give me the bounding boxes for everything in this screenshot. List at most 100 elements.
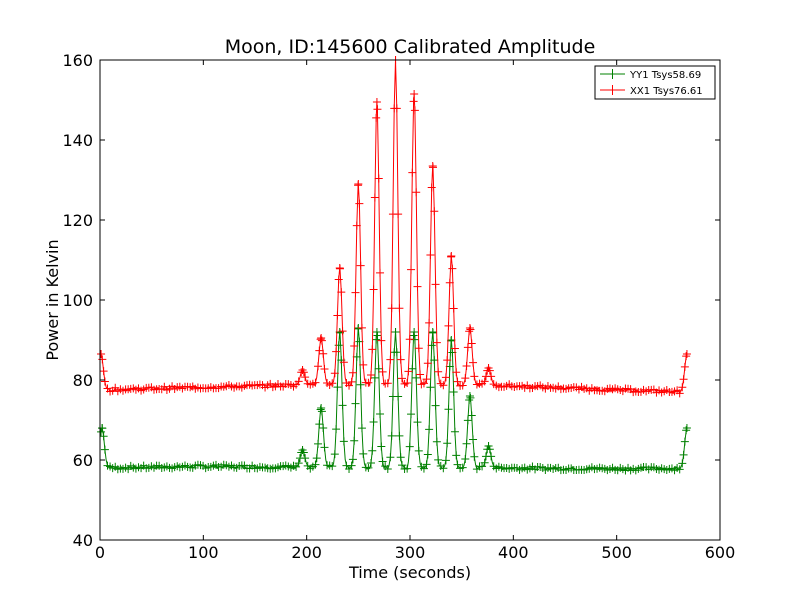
data-point-yy1 bbox=[386, 453, 395, 462]
data-point-yy1 bbox=[466, 393, 475, 402]
data-point-xx1 bbox=[469, 358, 478, 367]
data-point-yy1 bbox=[317, 404, 326, 412]
data-point-yy1 bbox=[376, 410, 385, 419]
data-point-yy1 bbox=[350, 436, 359, 445]
series-layer bbox=[97, 56, 691, 475]
data-point-yy1 bbox=[425, 425, 434, 434]
data-point-xx1 bbox=[466, 325, 475, 334]
data-point-xx1 bbox=[354, 180, 363, 188]
data-point-xx1 bbox=[680, 362, 689, 371]
data-point-yy1 bbox=[347, 461, 356, 470]
y-tick-label-140: 140 bbox=[62, 131, 93, 150]
legend: YY1 Tsys58.69 XX1 Tsys76.61 bbox=[594, 65, 716, 100]
data-point-xx1 bbox=[409, 97, 418, 106]
data-point-xx1 bbox=[682, 350, 691, 358]
data-point-yy1 bbox=[444, 405, 453, 414]
data-point-yy1 bbox=[439, 464, 448, 473]
data-point-yy1 bbox=[426, 383, 435, 392]
data-point-yy1 bbox=[485, 445, 494, 454]
x-tick-label-600: 600 bbox=[705, 543, 736, 562]
data-point-yy1 bbox=[423, 450, 432, 459]
data-point-yy1 bbox=[391, 328, 400, 336]
data-point-xx1 bbox=[434, 367, 443, 376]
x-tick-label-0: 0 bbox=[95, 543, 105, 562]
data-point-yy1 bbox=[409, 331, 418, 340]
legend-label-xx1: XX1 Tsys76.61 bbox=[630, 86, 703, 97]
data-point-yy1 bbox=[463, 416, 472, 425]
data-point-xx1 bbox=[330, 369, 339, 378]
data-point-yy1 bbox=[452, 451, 461, 460]
data-point-xx1 bbox=[445, 278, 454, 287]
legend-entry-xx1: XX1 Tsys76.61 bbox=[600, 85, 703, 97]
legend-entry-yy1: YY1 Tsys58.69 bbox=[600, 69, 701, 81]
legend-box bbox=[594, 65, 716, 100]
data-point-xx1 bbox=[317, 336, 326, 345]
data-point-xx1 bbox=[407, 265, 416, 274]
data-point-yy1 bbox=[413, 418, 422, 427]
data-point-xx1 bbox=[396, 355, 405, 364]
data-point-xx1 bbox=[294, 377, 303, 386]
y-tick-label-160: 160 bbox=[62, 51, 93, 70]
data-point-xx1 bbox=[311, 378, 320, 387]
data-point-xx1 bbox=[682, 352, 691, 361]
data-point-xx1 bbox=[369, 285, 378, 294]
data-point-xx1 bbox=[392, 104, 401, 113]
data-point-yy1 bbox=[319, 424, 328, 433]
data-point-xx1 bbox=[374, 174, 383, 183]
data-point-xx1 bbox=[452, 368, 461, 377]
data-point-yy1 bbox=[450, 427, 459, 436]
data-point-xx1 bbox=[425, 318, 434, 327]
y-tick-label-40: 40 bbox=[73, 531, 93, 550]
data-point-yy1 bbox=[328, 462, 337, 471]
data-point-xx1 bbox=[465, 324, 474, 332]
data-point-yy1 bbox=[97, 427, 106, 436]
data-point-yy1 bbox=[314, 439, 323, 448]
data-point-xx1 bbox=[339, 358, 348, 367]
data-point-xx1 bbox=[413, 282, 422, 291]
data-point-yy1 bbox=[422, 460, 431, 469]
data-point-yy1 bbox=[484, 442, 493, 450]
y-axis-title: Power in Kelvin bbox=[43, 239, 62, 360]
data-point-xx1 bbox=[378, 367, 387, 376]
data-point-xx1 bbox=[465, 327, 474, 336]
data-point-xx1 bbox=[422, 375, 431, 384]
data-point-xx1 bbox=[372, 113, 381, 122]
data-point-xx1 bbox=[467, 339, 476, 348]
data-point-yy1 bbox=[394, 392, 403, 401]
data-point-xx1 bbox=[419, 379, 428, 388]
data-point-xx1 bbox=[395, 304, 404, 313]
data-point-xx1 bbox=[432, 338, 441, 347]
data-point-yy1 bbox=[100, 445, 109, 454]
data-point-xx1 bbox=[462, 361, 471, 370]
data-point-xx1 bbox=[441, 373, 450, 382]
data-point-xx1 bbox=[376, 268, 385, 277]
data-point-xx1 bbox=[352, 221, 361, 230]
data-point-xx1 bbox=[355, 199, 364, 208]
data-point-yy1 bbox=[412, 373, 421, 382]
data-point-xx1 bbox=[408, 168, 417, 177]
data-point-xx1 bbox=[351, 288, 360, 297]
data-point-xx1 bbox=[480, 377, 489, 386]
data-point-xx1 bbox=[383, 379, 392, 388]
data-point-xx1 bbox=[410, 106, 419, 115]
data-point-xx1 bbox=[335, 264, 344, 273]
data-point-yy1 bbox=[332, 425, 341, 434]
y-tick-label-60: 60 bbox=[73, 451, 93, 470]
data-point-xx1 bbox=[348, 368, 357, 377]
data-point-xx1 bbox=[334, 275, 343, 284]
data-point-xx1 bbox=[301, 373, 310, 382]
x-axis-title: Time (seconds) bbox=[348, 563, 471, 582]
data-point-yy1 bbox=[447, 336, 456, 344]
data-point-xx1 bbox=[449, 304, 458, 313]
data-point-xx1 bbox=[463, 343, 472, 352]
x-tick-label-300: 300 bbox=[395, 543, 426, 562]
data-point-xx1 bbox=[377, 336, 386, 345]
data-point-yy1 bbox=[431, 401, 440, 410]
data-point-yy1 bbox=[312, 454, 321, 463]
data-point-xx1 bbox=[453, 377, 462, 386]
data-point-yy1 bbox=[378, 457, 387, 466]
data-point-xx1 bbox=[678, 383, 687, 392]
data-point-yy1 bbox=[315, 420, 324, 429]
x-tick-label-200: 200 bbox=[291, 543, 322, 562]
data-point-xx1 bbox=[319, 349, 328, 358]
